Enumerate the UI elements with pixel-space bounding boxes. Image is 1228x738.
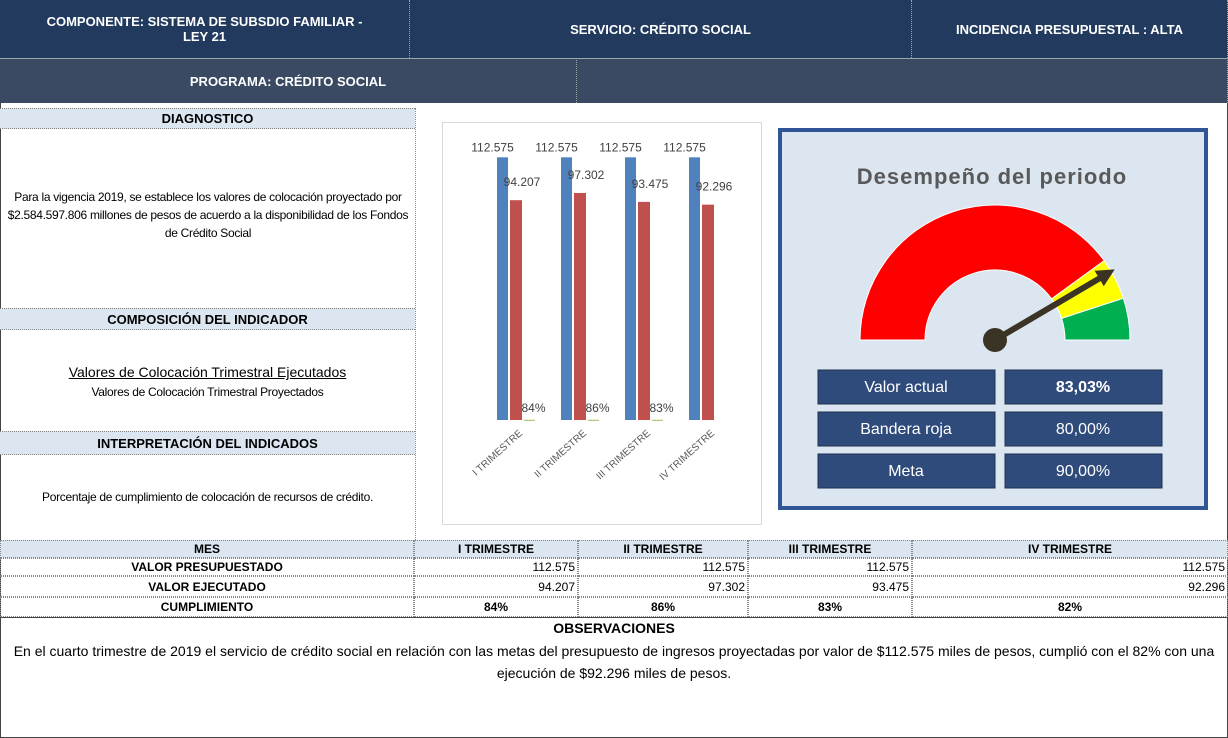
table-cell: 112.575 xyxy=(912,558,1228,576)
data-label: 92.296 xyxy=(696,180,733,194)
row-label: CUMPLIMIENTO xyxy=(0,597,414,617)
row-value: 90,00% xyxy=(1056,463,1110,480)
table-cell: 93.475 xyxy=(748,576,912,597)
row-value-box xyxy=(1004,411,1163,447)
row-label: VALOR PRESUPUESTADO xyxy=(0,558,414,576)
table-header: IV TRIMESTRE xyxy=(912,540,1228,558)
header-servicio: SERVICIO: CRÉDITO SOCIAL xyxy=(410,0,912,58)
row-value: 83,03% xyxy=(1056,379,1110,396)
header-empty xyxy=(577,58,1228,103)
table-cell: 83% xyxy=(748,597,912,617)
divider xyxy=(415,108,416,540)
row-label: VALOR EJECUTADO xyxy=(0,576,414,597)
bar xyxy=(510,200,522,420)
data-label: 97.302 xyxy=(568,168,605,182)
gauge-panel: Desempeño del periodo Valor actual 83,03%… xyxy=(778,128,1208,510)
bar xyxy=(497,157,508,420)
bar xyxy=(689,157,700,420)
data-label: 112.575 xyxy=(599,140,642,154)
table-cell: 112.575 xyxy=(748,558,912,576)
data-label: 86% xyxy=(585,401,609,415)
bar xyxy=(638,201,650,420)
table-cell: 112.575 xyxy=(414,558,578,576)
data-label: 93.475 xyxy=(632,177,669,191)
gauge-band xyxy=(859,204,1105,341)
table-header: II TRIMESTRE xyxy=(578,540,748,558)
row-label-box xyxy=(817,411,996,447)
section-title: DIAGNOSTICO xyxy=(0,108,415,129)
row-value: 80,00% xyxy=(1056,421,1110,438)
table-cell: 92.296 xyxy=(912,576,1228,597)
table-header: III TRIMESTRE xyxy=(748,540,912,558)
bar xyxy=(574,192,586,420)
interpretacion-text: Porcentaje de cumplimiento de colocación… xyxy=(42,490,373,504)
table-cell: 97.302 xyxy=(578,576,748,597)
denominator: Valores de Colocación Trimestral Proyect… xyxy=(91,385,324,399)
bar xyxy=(588,419,599,421)
row-label: Valor actual xyxy=(864,379,947,396)
data-label: 112.575 xyxy=(471,140,514,154)
table-header: I TRIMESTRE xyxy=(414,540,578,558)
table-header: MES xyxy=(0,540,414,558)
table-cell: 94.207 xyxy=(414,576,578,597)
bar xyxy=(524,419,535,421)
section-title: COMPOSICIÓN DEL INDICADOR xyxy=(0,308,415,330)
header-componente: COMPONENTE: SISTEMA DE SUBSDIO FAMILIAR … xyxy=(0,0,410,58)
row-label-box xyxy=(817,369,996,405)
bar xyxy=(561,157,572,420)
header-programa: PROGRAMA: CRÉDITO SOCIAL xyxy=(0,58,577,103)
table-cell: 84% xyxy=(414,597,578,617)
row-value-box xyxy=(1004,369,1163,405)
bar xyxy=(652,419,663,421)
bar xyxy=(702,204,714,420)
gauge-needle-head xyxy=(1094,269,1115,287)
observaciones-text: En el cuarto trimestre de 2019 el servic… xyxy=(13,643,1215,681)
row-value-box xyxy=(1004,453,1163,489)
diagnostico-text: Para la vigencia 2019, se establece los … xyxy=(7,190,409,240)
gauge-hub xyxy=(983,328,1007,352)
observaciones-title: OBSERVACIONES xyxy=(553,620,675,636)
gauge-title: Desempeño del periodo xyxy=(857,164,1127,189)
numerator: Valores de Colocación Trimestral Ejecuta… xyxy=(68,364,347,380)
gauge-needle xyxy=(993,270,1110,343)
section-title: INTERPRETACIÓN DEL INDICADOS xyxy=(0,431,415,455)
divider xyxy=(0,617,1228,618)
data-label: 112.575 xyxy=(663,140,706,154)
table-cell: 112.575 xyxy=(578,558,748,576)
data-label: 94.207 xyxy=(504,175,541,189)
header-incidencia: INCIDENCIA PRESUPUESTAL : ALTA xyxy=(912,0,1228,58)
data-label: 83% xyxy=(649,401,673,415)
gauge-band xyxy=(1060,297,1131,341)
row-label: Meta xyxy=(888,463,924,480)
table-cell: 82% xyxy=(912,597,1228,617)
bar xyxy=(625,157,636,420)
row-label-box xyxy=(817,453,996,489)
row-label: Bandera roja xyxy=(860,421,952,438)
data-label: 112.575 xyxy=(535,140,578,154)
data-label: 84% xyxy=(521,401,545,415)
table-cell: 86% xyxy=(578,597,748,617)
